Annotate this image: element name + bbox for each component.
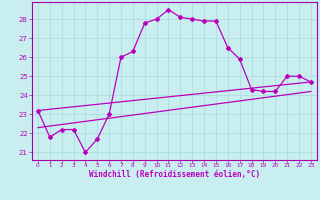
X-axis label: Windchill (Refroidissement éolien,°C): Windchill (Refroidissement éolien,°C) — [89, 170, 260, 179]
